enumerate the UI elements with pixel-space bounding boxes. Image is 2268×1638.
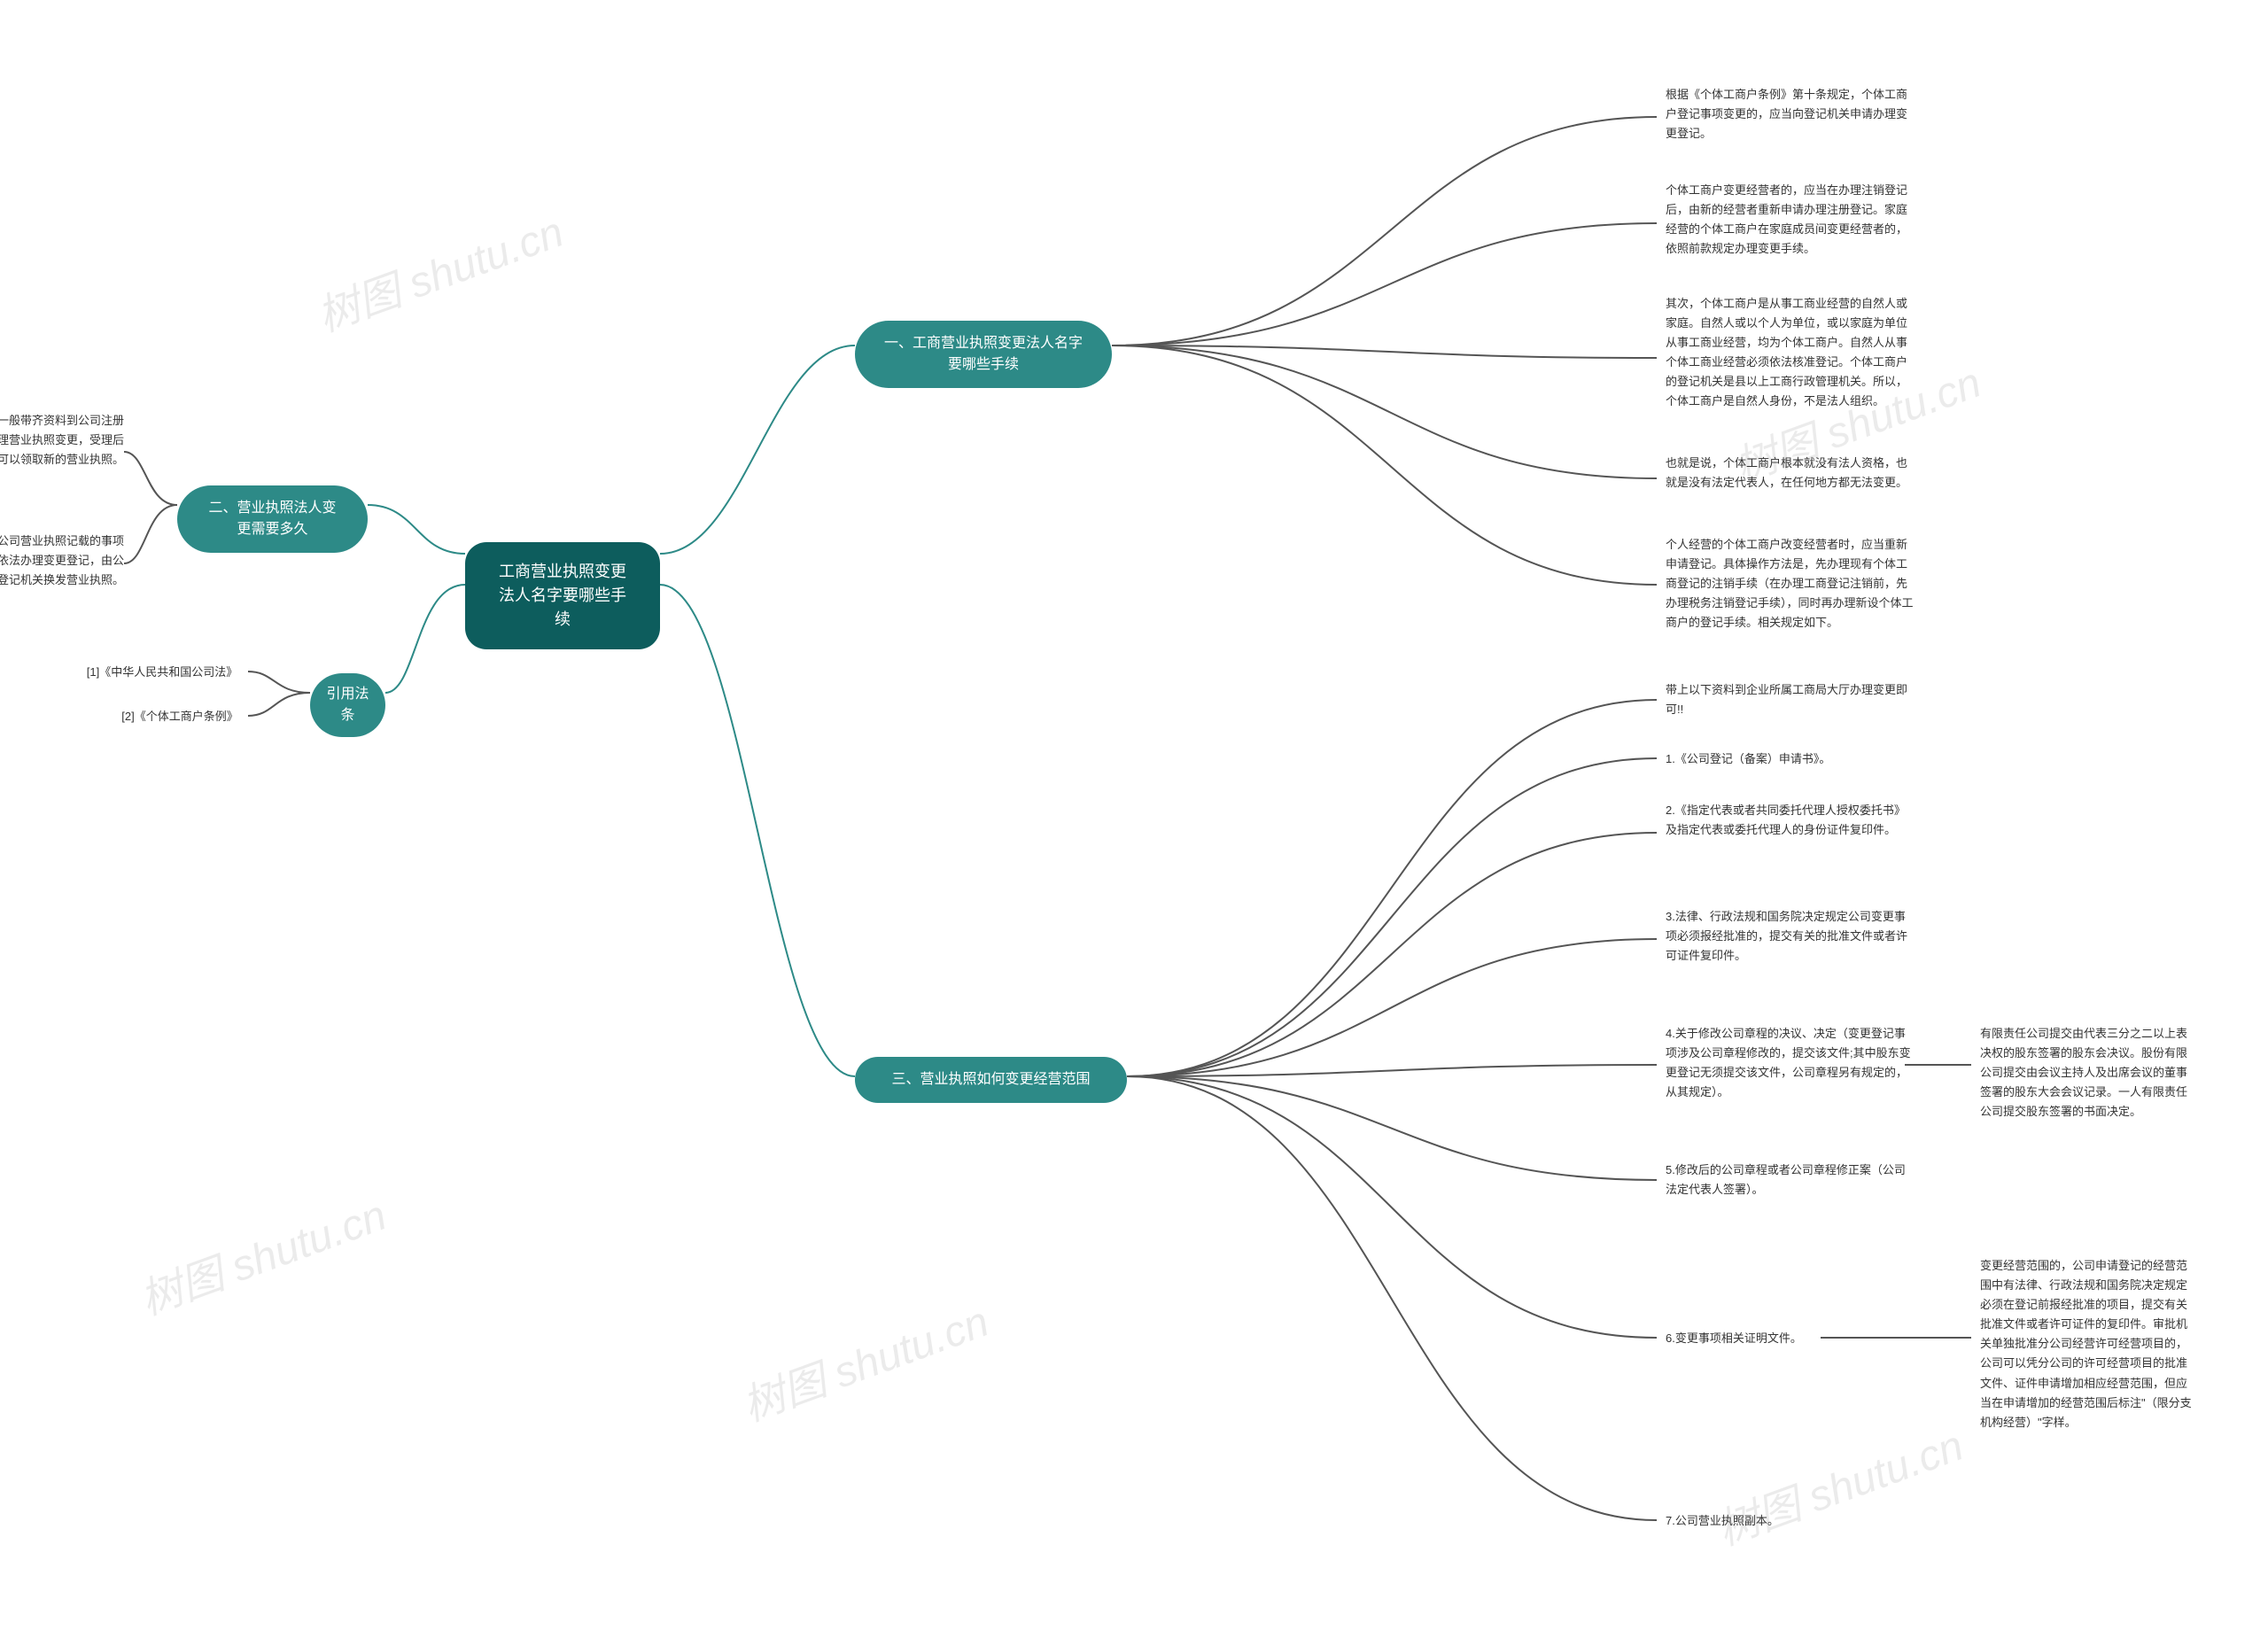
leaf-node: 6.变更事项相关证明文件。	[1666, 1329, 1802, 1348]
mindmap-edges	[0, 0, 2268, 1638]
branch-node-3: 三、营业执照如何变更经营范围	[855, 1057, 1127, 1103]
branch-label: 三、营业执照如何变更经营范围	[891, 1069, 1090, 1091]
branch-label: 引用法条	[326, 684, 369, 726]
branch-node-1: 一、工商营业执照变更法人名字要哪些手续	[855, 321, 1112, 388]
leaf-node: 其次，个体工商户是从事工商业经营的自然人或家庭。自然人或以个人为单位，或以家庭为…	[1666, 294, 1914, 412]
leaf-node: 4.关于修改公司章程的决议、决定（变更登记事项涉及公司章程修改的，提交该文件;其…	[1666, 1024, 1914, 1102]
leaf-node: 带上以下资料到企业所属工商局大厅办理变更即可!!	[1666, 680, 1914, 719]
leaf-node: 个人经营的个体工商户改变经营者时，应当重新申请登记。具体操作方法是，先办理现有个…	[1666, 535, 1914, 633]
root-node: 工商营业执照变更法人名字要哪些手续	[465, 542, 660, 649]
root-label: 工商营业执照变更法人名字要哪些手续	[497, 560, 628, 632]
branch-node-4: 引用法条	[310, 673, 385, 737]
watermark: 树图 shutu.cn	[733, 1286, 996, 1432]
watermark: 树图 shutu.cn	[130, 1180, 393, 1326]
branch-node-2: 二、营业执照法人变更需要多久	[177, 485, 368, 553]
watermark: 树图 shutu.cn	[307, 197, 571, 343]
branch-label: 一、工商营业执照变更法人名字要哪些手续	[880, 333, 1087, 376]
leaf-node: 1.《公司登记（备案）申请书》。	[1666, 749, 1830, 769]
subleaf-node: 有限责任公司提交由代表三分之二以上表决权的股东签署的股东会决议。股份有限公司提交…	[1980, 1024, 2193, 1122]
leaf-node: 个体工商户变更经营者的，应当在办理注销登记后，由新的经营者重新申请办理注册登记。…	[1666, 181, 1914, 259]
leaf-node: 2.《指定代表或者共同委托代理人授权委托书》及指定代表或委托代理人的身份证件复印…	[1666, 801, 1914, 840]
leaf-node: 也就是说，个体工商户根本就没有法人资格，也就是没有法定代表人，在任何地方都无法变…	[1666, 454, 1914, 493]
subleaf-node: 变更经营范围的，公司申请登记的经营范围中有法律、行政法规和国务院决定规定必须在登…	[1980, 1256, 2193, 1432]
leaf-node: 3.法律、行政法规和国务院决定规定公司变更事项必须报经批准的，提交有关的批准文件…	[1666, 907, 1914, 966]
leaf-node: 我国《公司法》规定，公司营业执照记载的事项发生变更的，公司应当依法办理变更登记，…	[0, 532, 124, 590]
leaf-node: [1]《中华人民共和国公司法》	[78, 663, 246, 682]
leaf-node: 公司营业执照法人变更一般带齐资料到公司注册地所管辖的工商部门办理营业执照变更，受…	[0, 411, 124, 470]
leaf-node: 根据《个体工商户条例》第十条规定，个体工商户登记事项变更的，应当向登记机关申请办…	[1666, 85, 1914, 144]
leaf-node: 7.公司营业执照副本。	[1666, 1511, 1779, 1531]
leaf-node: [2]《个体工商户条例》	[113, 707, 246, 726]
branch-label: 二、营业执照法人变更需要多久	[202, 498, 343, 540]
watermark: 树图 shutu.cn	[1707, 1410, 1970, 1556]
leaf-node: 5.修改后的公司章程或者公司章程修正案（公司法定代表人签署）。	[1666, 1161, 1914, 1199]
